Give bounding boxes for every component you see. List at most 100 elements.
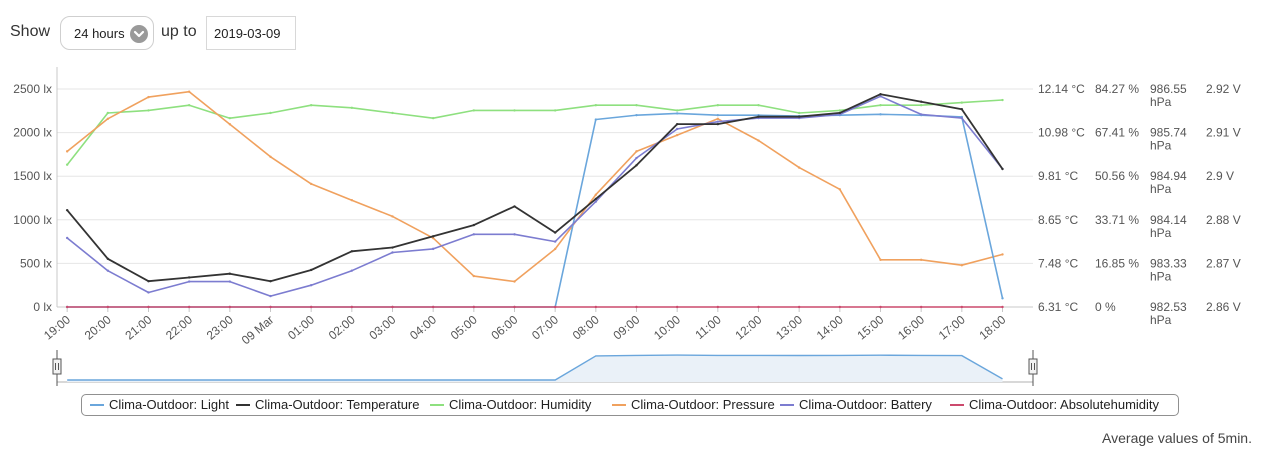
x-tick-label: 15:00 [854, 312, 886, 342]
data-point-absolutehumidity [757, 305, 760, 309]
data-point-light [675, 112, 679, 115]
data-point-battery [431, 247, 435, 251]
navigator-line [67, 354, 1003, 381]
data-point-absolutehumidity [716, 305, 720, 309]
y-tick-label-humidity: 50.56 % [1095, 169, 1139, 183]
data-point-pressure [65, 150, 69, 153]
data-point-absolutehumidity [106, 305, 110, 309]
data-point-humidity [1001, 98, 1004, 102]
legend-label: Clima-Outdoor: Light [109, 397, 229, 412]
legend-item[interactable]: Clima-Outdoor: Humidity [430, 397, 591, 412]
legend-item[interactable]: Clima-Outdoor: Absolutehumidity [950, 397, 1159, 412]
chart-controls: Show 24 hours up to 2019-03-09 [0, 0, 1263, 60]
y-tick-label-light: 2500 lx [13, 82, 52, 96]
navigator-area [67, 355, 1003, 382]
x-tick-label: 09 Mar [239, 313, 277, 348]
data-point-absolutehumidity [879, 305, 882, 309]
chevron-down-icon[interactable] [130, 25, 148, 43]
y-tick-label-battery: 2.88 V [1206, 213, 1241, 227]
data-point-temperature [187, 276, 191, 279]
legend-swatch [950, 403, 964, 406]
time-range-select[interactable]: 24 hours [60, 16, 154, 50]
y-tick-label-humidity: 67.41 % [1095, 126, 1139, 140]
x-tick-label: 14:00 [814, 312, 846, 342]
data-point-absolutehumidity [187, 305, 191, 309]
data-point-pressure [879, 258, 882, 262]
data-point-absolutehumidity [675, 305, 679, 309]
data-point-pressure [513, 280, 516, 283]
data-point-temperature [757, 115, 760, 118]
data-point-humidity [147, 109, 150, 112]
y-tick-label-pressure: 984.14 [1150, 213, 1187, 227]
data-point-absolutehumidity [147, 305, 150, 309]
data-point-humidity [309, 104, 313, 107]
y-tick-label-pressure: 985.74 [1150, 126, 1187, 140]
data-point-temperature [838, 111, 842, 115]
x-tick-label: 02:00 [326, 312, 358, 342]
data-point-battery [919, 113, 923, 116]
grid-lines [57, 88, 1033, 308]
legend-label: Clima-Outdoor: Temperature [255, 397, 420, 412]
legend-swatch [430, 403, 444, 406]
data-point-humidity [106, 111, 110, 115]
data-point-absolutehumidity [391, 305, 394, 309]
legend-item[interactable]: Clima-Outdoor: Light [90, 397, 229, 412]
data-point-humidity [431, 116, 435, 120]
data-point-temperature [350, 250, 354, 253]
y-tick-label-temperature: 9.81 °C [1038, 169, 1078, 183]
data-point-battery [472, 233, 476, 236]
data-point-battery [553, 240, 557, 243]
y-tick-label-battery: 2.86 V [1206, 300, 1241, 314]
y-tick-label-pressure-unit: hPa [1150, 95, 1172, 109]
y-tick-label-pressure-unit: hPa [1150, 313, 1172, 327]
data-point-pressure [919, 258, 923, 262]
x-tick-label: 03:00 [366, 312, 398, 342]
data-point-temperature [391, 246, 394, 249]
x-tick-label: 16:00 [895, 312, 927, 342]
x-tick-label: 11:00 [692, 312, 724, 342]
legend-item[interactable]: Clima-Outdoor: Battery [780, 397, 932, 412]
data-point-absolutehumidity [919, 305, 923, 309]
navigator-handle-right[interactable] [1028, 358, 1038, 375]
y-tick-label-humidity: 16.85 % [1095, 256, 1139, 270]
x-tick-label: 22:00 [163, 312, 195, 342]
data-point-battery [716, 120, 720, 123]
data-point-temperature [513, 205, 516, 208]
data-point-humidity [838, 109, 842, 112]
data-point-battery [106, 269, 110, 272]
data-point-light [879, 113, 882, 116]
x-tick-label: 04:00 [407, 312, 439, 342]
data-point-battery [350, 269, 354, 272]
data-point-pressure [838, 188, 842, 191]
data-point-humidity [879, 104, 882, 107]
data-point-temperature [269, 279, 272, 283]
footnote: Average values of 5min. [1102, 430, 1252, 446]
data-point-humidity [65, 163, 69, 166]
data-point-pressure [391, 215, 394, 218]
data-point-temperature [553, 231, 557, 234]
data-point-temperature [960, 107, 964, 111]
date-input[interactable]: 2019-03-09 [206, 16, 296, 50]
y-tick-label-pressure: 986.55 [1150, 82, 1187, 96]
navigator-handle-left[interactable] [52, 358, 62, 375]
x-tick-label: 12:00 [732, 312, 764, 342]
data-point-pressure [350, 198, 354, 202]
legend-item[interactable]: Clima-Outdoor: Pressure [612, 397, 775, 412]
data-point-temperature [472, 223, 476, 227]
y-tick-label-battery: 2.91 V [1206, 126, 1241, 140]
data-point-absolutehumidity [431, 305, 435, 309]
legend-item[interactable]: Clima-Outdoor: Temperature [236, 397, 420, 412]
data-point-temperature [309, 268, 313, 272]
data-point-absolutehumidity [269, 305, 272, 309]
data-point-humidity [513, 109, 516, 112]
legend: Clima-Outdoor: Light Clima-Outdoor: Tempe… [81, 394, 1179, 416]
show-label: Show [10, 23, 51, 40]
data-point-temperature [675, 122, 679, 126]
navigator[interactable] [52, 350, 1038, 386]
data-point-pressure [147, 95, 150, 99]
x-tick-label: 21:00 [122, 312, 154, 342]
data-point-pressure [716, 117, 720, 121]
x-tick-label: 19:00 [41, 312, 73, 342]
data-point-light [594, 118, 598, 121]
data-point-light [1001, 297, 1004, 300]
